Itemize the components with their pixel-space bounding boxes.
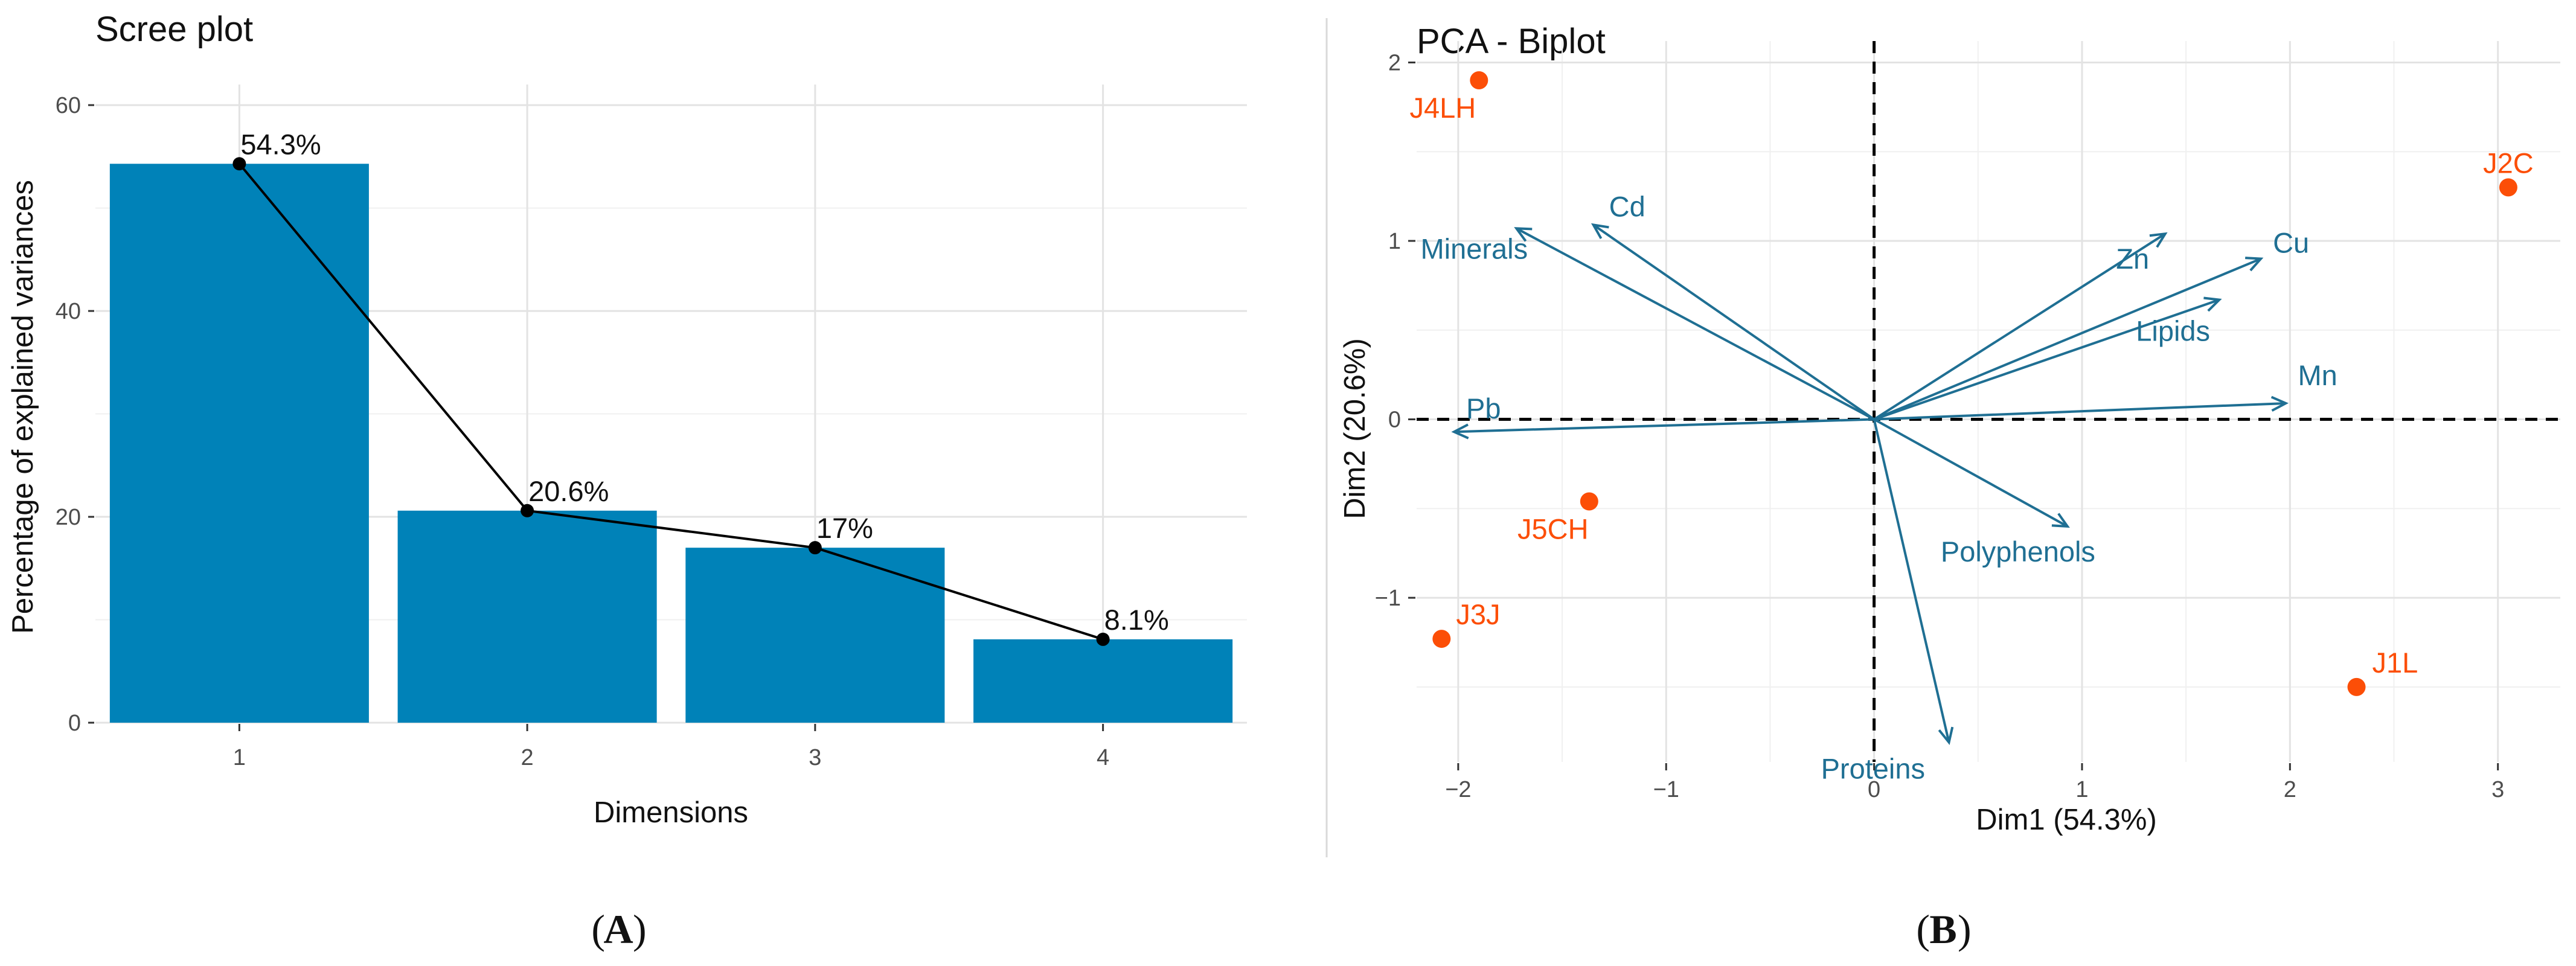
- panel-label-b: ( B ): [1916, 906, 1971, 952]
- biplot-reference-lines: [1417, 41, 2560, 762]
- biplot-variable-arrow: [1592, 223, 1875, 421]
- biplot-xtick-label: 3: [2491, 777, 2504, 802]
- biplot-individual-label: J5CH: [1517, 513, 1589, 545]
- biplot-ytick-label: 1: [1388, 229, 1401, 254]
- biplot-variable-arrows: Minerals Cd Zn Cu Lipids Mn Pb Polyphenols Prote…: [1420, 190, 2337, 784]
- biplot-individual-point: [1432, 630, 1451, 648]
- scree-xlabel: Dimensions: [594, 796, 748, 829]
- biplot-individual-point: [1580, 492, 1598, 511]
- biplot-variable-arrow: [1873, 257, 2261, 421]
- biplot-individual-label: J1L: [2373, 647, 2418, 679]
- pca-biplot: PCA - Biplot Minerals Cd Zn Cu Lipids Mn Pb Pol…: [1339, 22, 2560, 836]
- biplot-variable-label: Proteins: [1821, 752, 1925, 784]
- biplot-variable-label: Mn: [2298, 359, 2337, 391]
- biplot-individuals: J4LH J2C J5CH J3J J1L: [1409, 71, 2534, 696]
- biplot-title: PCA - Biplot: [1417, 22, 1606, 61]
- biplot-variable-arrow: [1873, 298, 2220, 421]
- biplot-variable-arrow: [1873, 419, 1950, 743]
- biplot-variable-arrow: [1873, 232, 2166, 421]
- biplot-ytick-label: −1: [1375, 586, 1401, 611]
- scree-line-point: [521, 504, 534, 517]
- scree-ylabel: Percentage of explained variances: [7, 180, 39, 634]
- scree-ytick-label: 20: [56, 505, 81, 530]
- scree-data-label: 8.1%: [1104, 604, 1169, 636]
- scree-bars: [109, 164, 1233, 723]
- biplot-arrowhead: [1938, 726, 1954, 745]
- biplot-gridlines: [1417, 41, 2560, 762]
- scree-line-path: [238, 162, 1104, 641]
- biplot-arrowhead: [1591, 223, 1609, 240]
- scree-line: 54.3% 20.6% 17% 8.1%: [232, 128, 1169, 646]
- scree-line-point: [808, 541, 822, 555]
- biplot-arrowhead: [1451, 423, 1469, 440]
- biplot-individual-label: J2C: [2483, 147, 2534, 179]
- scree-bar: [109, 164, 369, 723]
- biplot-individual-label: J3J: [1456, 598, 1500, 630]
- biplot-arrowhead: [1514, 227, 1533, 242]
- scree-bar: [973, 639, 1233, 723]
- biplot-ytick-label: 2: [1388, 50, 1401, 75]
- panel-letter-b: B: [1929, 906, 1956, 952]
- biplot-arrowhead: [2051, 513, 2070, 528]
- biplot-variable-arrow: [1453, 418, 1874, 433]
- biplot-variable-label: Zn: [2116, 243, 2149, 275]
- panel-letter-a: A: [603, 906, 633, 952]
- biplot-xtick-label: 0: [1868, 777, 1880, 802]
- biplot-xtick-label: 2: [2284, 777, 2296, 802]
- scree-bar: [397, 510, 657, 723]
- biplot-variable-label: Cu: [2273, 227, 2309, 259]
- biplot-arrowhead: [2245, 257, 2264, 272]
- panel-label-a: ( A ): [591, 906, 646, 952]
- scree-ytick-label: 60: [56, 93, 81, 118]
- biplot-variable-label: Lipids: [2136, 315, 2210, 347]
- biplot-xtick-label: −2: [1445, 777, 1471, 802]
- scree-xtick-label: 3: [809, 745, 821, 770]
- biplot-xtick-label: 1: [2075, 777, 2088, 802]
- scree-bar: [685, 548, 945, 723]
- scree-ticks: 0 20 40 60 1 2 3 4: [56, 93, 1109, 770]
- scree-line-point: [1096, 632, 1110, 646]
- scree-ytick-label: 0: [68, 711, 81, 736]
- scree-xtick-label: 1: [233, 745, 246, 770]
- svg-text:): ): [1958, 906, 1972, 952]
- scree-data-label: 54.3%: [240, 128, 321, 160]
- biplot-individual-label: J4LH: [1409, 92, 1476, 124]
- biplot-xlabel: Dim1 (54.3%): [1976, 804, 2157, 836]
- biplot-ytick-label: 0: [1388, 408, 1401, 433]
- biplot-xtick-label: −1: [1653, 777, 1679, 802]
- biplot-individual-point: [1470, 71, 1488, 90]
- biplot-arrowhead: [2149, 232, 2168, 248]
- biplot-variable-label: Pb: [1466, 392, 1501, 424]
- scree-data-label: 20.6%: [528, 475, 609, 507]
- scree-data-label: 17%: [816, 512, 873, 544]
- scree-line-point: [232, 157, 246, 171]
- biplot-variable-label: Minerals: [1420, 232, 1528, 264]
- scree-plot: Scree plot 54.3% 20.6% 17% 8.1% 0 20 40 60 1 2 3 4…: [7, 10, 1247, 829]
- biplot-variable-arrow: [1873, 418, 2068, 528]
- biplot-individual-point: [2347, 677, 2366, 696]
- biplot-arrowhead: [2270, 395, 2289, 412]
- scree-title: Scree plot: [95, 10, 253, 49]
- biplot-variable-arrow: [1874, 401, 2286, 421]
- biplot-variable-label: Polyphenols: [1941, 536, 2095, 568]
- svg-text:(: (: [591, 906, 605, 952]
- scree-xtick-label: 4: [1097, 745, 1109, 770]
- scree-xtick-label: 2: [521, 745, 534, 770]
- biplot-ticks: −2 −1 0 1 2 3 −1 0 1 2: [1375, 50, 2505, 802]
- biplot-arrowhead: [2203, 296, 2222, 312]
- svg-text:(: (: [1916, 906, 1930, 952]
- biplot-variable-label: Cd: [1609, 190, 1645, 222]
- biplot-variable-arrow: [1516, 227, 1875, 421]
- biplot-individual-point: [2499, 178, 2517, 197]
- scree-ytick-label: 40: [56, 299, 81, 324]
- svg-text:): ): [633, 906, 647, 952]
- biplot-ylabel: Dim2 (20.6%): [1339, 338, 1371, 519]
